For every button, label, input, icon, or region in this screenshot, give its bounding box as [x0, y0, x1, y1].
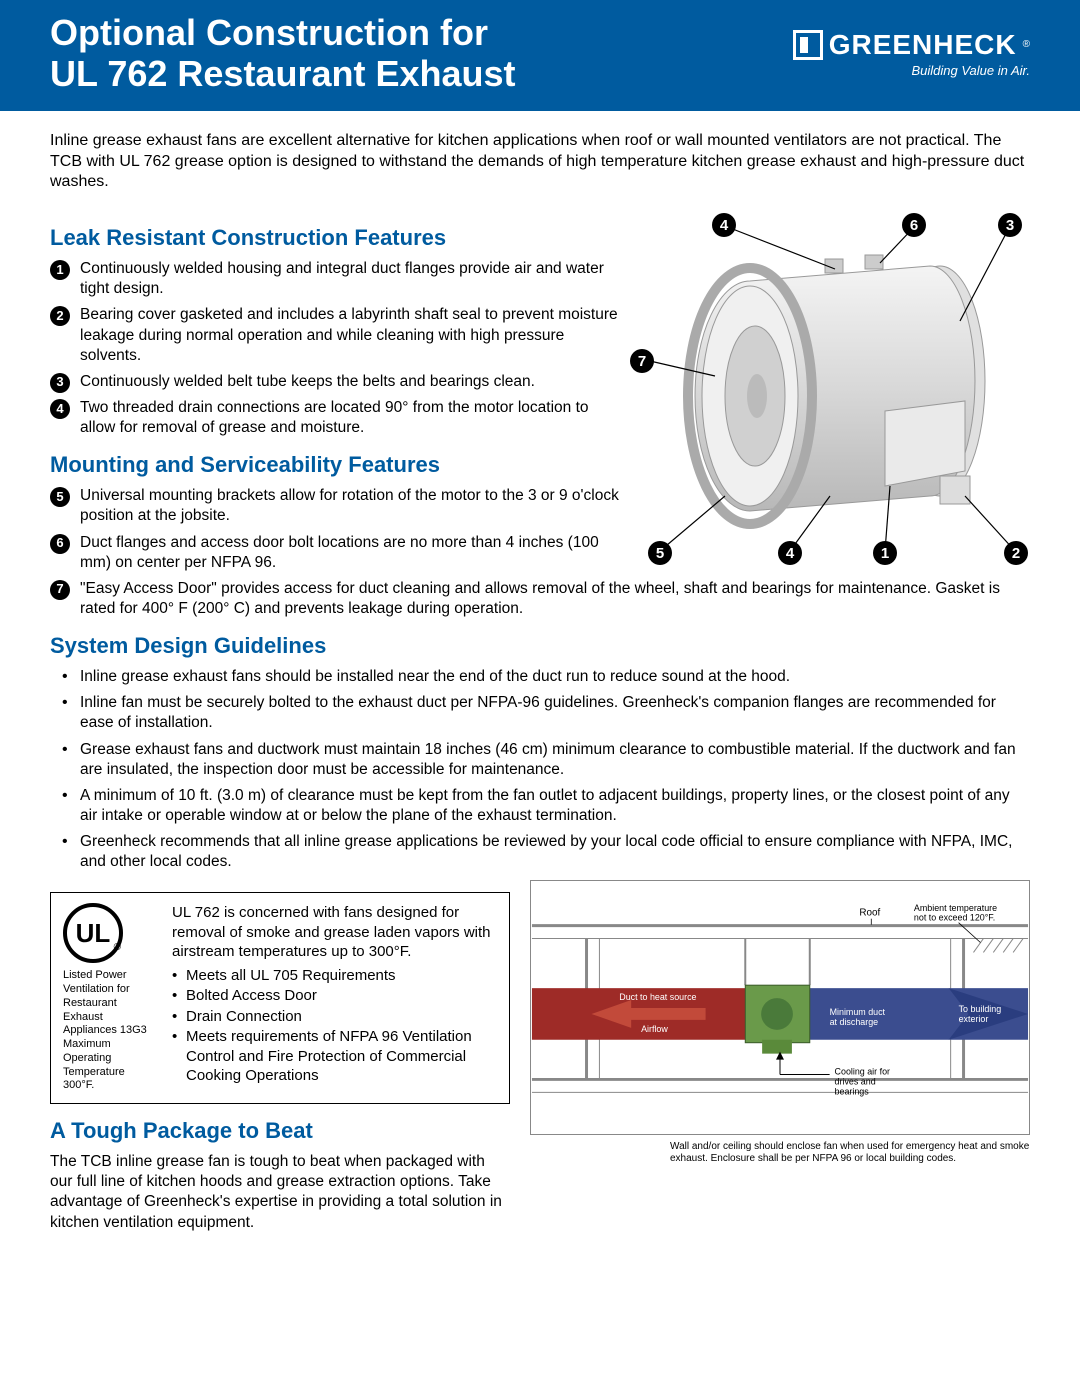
list-item: Inline fan must be securely bolted to th…	[80, 693, 1030, 733]
design-section-title: System Design Guidelines	[50, 633, 1030, 659]
diagram-callout: 3	[998, 213, 1022, 237]
list-item: Meets requirements of NFPA 96 Ventilatio…	[186, 1027, 497, 1086]
list-item: A minimum of 10 ft. (3.0 m) of clearance…	[80, 786, 1030, 826]
duct-illustration: Roof Ambient temperature not to exceed 1…	[531, 881, 1029, 1134]
number-badge: 2	[50, 306, 70, 326]
number-badge: 1	[50, 260, 70, 280]
ul-listing-text: Listed Power Ventilation for Restaurant …	[63, 969, 158, 1093]
duct-install-diagram: Roof Ambient temperature not to exceed 1…	[530, 880, 1030, 1135]
exterior-label: To building	[959, 1004, 1002, 1014]
duct-heat-label: Duct to heat source	[619, 992, 696, 1002]
fan-diagram: 4 6 3 7 5 4 1 2	[630, 211, 1030, 571]
brand-logo: GREENHECK® Building Value in Air.	[793, 29, 1030, 78]
ul-listing-box: UL Listed Power Ventilation for Restaura…	[50, 892, 510, 1104]
diagram-callout: 5	[648, 541, 672, 565]
brand-name: GREENHECK	[829, 29, 1017, 61]
list-item: 7"Easy Access Door" provides access for …	[80, 579, 1030, 619]
list-item: 3Continuously welded belt tube keeps the…	[80, 372, 624, 392]
duct-diagram-note: Wall and/or ceiling should enclose fan w…	[530, 1141, 1030, 1165]
svg-text:exterior: exterior	[959, 1014, 989, 1024]
diagram-callout: 6	[902, 213, 926, 237]
ul-intro-text: UL 762 is concerned with fans designed f…	[172, 903, 497, 962]
diagram-callout: 7	[630, 349, 654, 373]
cooling-label: Cooling air for	[835, 1067, 890, 1077]
svg-text:not to exceed 120°F.: not to exceed 120°F.	[914, 913, 995, 923]
number-badge: 5	[50, 487, 70, 507]
diagram-callout: 1	[873, 541, 897, 565]
number-badge: 7	[50, 580, 70, 600]
list-item: Drain Connection	[186, 1007, 497, 1027]
airflow-label: Airflow	[641, 1024, 668, 1034]
diagram-callout: 4	[778, 541, 802, 565]
ul-bullet-list: Meets all UL 705 Requirements Bolted Acc…	[172, 966, 497, 1086]
title-line-2: UL 762 Restaurant Exhaust	[50, 53, 516, 94]
page-header: Optional Construction for UL 762 Restaur…	[0, 0, 1080, 111]
page-content: Inline grease exhaust fans are excellent…	[0, 111, 1080, 1263]
list-item: Bolted Access Door	[186, 986, 497, 1006]
list-item: 1Continuously welded housing and integra…	[80, 259, 624, 299]
ul-mark-icon: UL	[63, 903, 123, 963]
mounting-section-title: Mounting and Serviceability Features	[50, 452, 624, 478]
intro-paragraph: Inline grease exhaust fans are excellent…	[50, 131, 1030, 193]
mounting-feature-list: 5Universal mounting brackets allow for r…	[50, 486, 624, 573]
list-item: 2Bearing cover gasketed and includes a l…	[80, 305, 624, 365]
fan-illustration	[630, 211, 1030, 571]
design-guidelines-list: Inline grease exhaust fans should be ins…	[50, 667, 1030, 872]
tough-paragraph: The TCB inline grease fan is tough to be…	[50, 1152, 510, 1233]
tough-section-title: A Tough Package to Beat	[50, 1118, 510, 1144]
diagram-callout: 2	[1004, 541, 1028, 565]
svg-text:at discharge: at discharge	[830, 1017, 879, 1027]
list-item: Inline grease exhaust fans should be ins…	[80, 667, 1030, 687]
brand-tagline: Building Value in Air.	[793, 63, 1030, 78]
leak-section-title: Leak Resistant Construction Features	[50, 225, 624, 251]
number-badge: 3	[50, 373, 70, 393]
min-duct-label: Minimum duct	[830, 1007, 886, 1017]
mounting-feature-list-cont: 7"Easy Access Door" provides access for …	[50, 579, 1030, 619]
number-badge: 4	[50, 399, 70, 419]
list-item: 4Two threaded drain connections are loca…	[80, 398, 624, 438]
logo-icon	[793, 30, 823, 60]
list-item: Grease exhaust fans and ductwork must ma…	[80, 740, 1030, 780]
diagram-callout: 4	[712, 213, 736, 237]
title-line-1: Optional Construction for	[50, 12, 488, 53]
ambient-label: Ambient temperature	[914, 903, 997, 913]
list-item: 5Universal mounting brackets allow for r…	[80, 486, 624, 526]
list-item: Meets all UL 705 Requirements	[186, 966, 497, 986]
list-item: 6Duct flanges and access door bolt locat…	[80, 533, 624, 573]
page-title: Optional Construction for UL 762 Restaur…	[50, 12, 516, 95]
number-badge: 6	[50, 534, 70, 554]
svg-text:bearings: bearings	[835, 1087, 870, 1097]
roof-label: Roof	[859, 908, 880, 919]
list-item: Greenheck recommends that all inline gre…	[80, 832, 1030, 872]
svg-text:drives and: drives and	[835, 1077, 876, 1087]
leak-feature-list: 1Continuously welded housing and integra…	[50, 259, 624, 438]
